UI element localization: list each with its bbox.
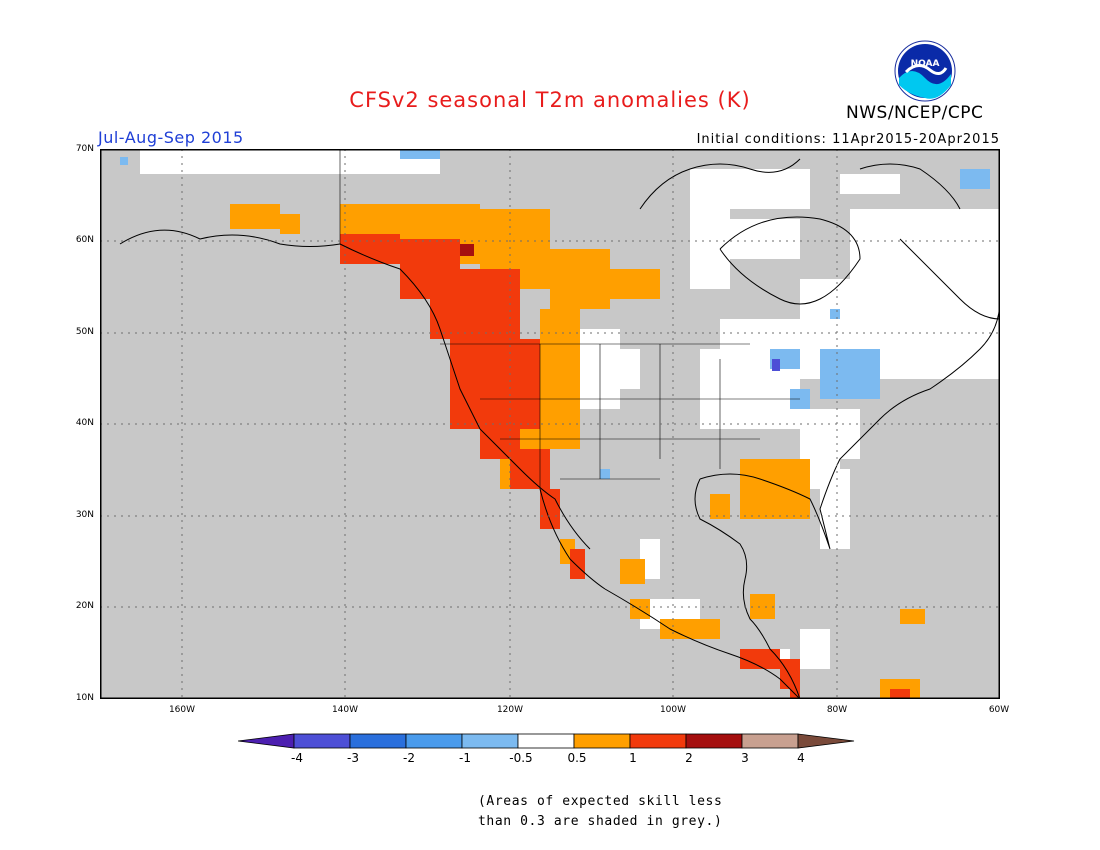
colorbar-label: 1 <box>629 751 637 765</box>
colorbar-bin <box>685 733 743 749</box>
colorbar-bin <box>461 733 519 749</box>
lat-label-10n: 10N <box>75 693 94 703</box>
chart-title: CFSv2 seasonal T2m anomalies (K) <box>349 88 751 112</box>
map-frame <box>100 149 1000 699</box>
anomaly-map <box>100 149 1000 699</box>
colorbar-bin <box>741 733 799 749</box>
logo-text: NOAA <box>911 59 940 69</box>
political-borders <box>339 149 800 489</box>
lat-label-20n: 20N <box>75 601 94 611</box>
lon-label-140w: 140W <box>331 705 359 715</box>
colorbar-label: 3 <box>741 751 749 765</box>
coastlines <box>119 158 1000 699</box>
colorbar-bin <box>573 733 631 749</box>
lat-label-70n: 70N <box>75 144 94 154</box>
colorbar-bin <box>349 733 407 749</box>
lat-label-40n: 40N <box>75 418 94 428</box>
skill-note: (Areas of expected skill less than 0.3 a… <box>478 792 722 832</box>
lat-label-50n: 50N <box>75 327 94 337</box>
colorbar-label: -2 <box>403 751 415 765</box>
colorbar-label: 2 <box>685 751 693 765</box>
agency-label: NWS/NCEP/CPC <box>846 103 984 123</box>
graticule <box>100 149 1000 699</box>
season-label: Jul-Aug-Sep 2015 <box>98 128 244 147</box>
lon-label-100w: 100W <box>659 705 687 715</box>
skill-note-line: than 0.3 are shaded in grey.) <box>478 814 723 829</box>
skill-note-line: (Areas of expected skill less <box>478 794 723 809</box>
initial-conditions: Initial conditions: 11Apr2015-20Apr2015 <box>696 132 1000 147</box>
colorbar-label: -0.5 <box>509 751 533 765</box>
colorbar-arrow-right <box>797 733 855 749</box>
anomaly-white-regions <box>140 149 1000 669</box>
colorbar-bin <box>517 733 575 749</box>
anomaly-darkblue-cell <box>772 359 780 371</box>
anomaly-blue-regions <box>120 149 990 479</box>
colorbar-label: -4 <box>291 751 303 765</box>
colorbar <box>238 733 855 749</box>
lon-label-120w: 120W <box>496 705 524 715</box>
lat-label-60n: 60N <box>75 235 94 245</box>
colorbar-bin <box>629 733 687 749</box>
colorbar-label: 0.5 <box>567 751 587 765</box>
colorbar-arrow-left <box>238 733 295 749</box>
anomaly-darkred-cell <box>460 244 474 256</box>
colorbar-label: -1 <box>459 751 471 765</box>
colorbar-bin <box>293 733 351 749</box>
noaa-logo-icon: NOAA <box>894 40 956 102</box>
colorbar-label: -3 <box>347 751 359 765</box>
lon-label-60w: 60W <box>988 705 1010 715</box>
lon-label-160w: 160W <box>168 705 196 715</box>
colorbar-label: 4 <box>797 751 805 765</box>
lon-label-80w: 80W <box>826 705 848 715</box>
colorbar-bin <box>405 733 463 749</box>
lat-label-30n: 30N <box>75 510 94 520</box>
